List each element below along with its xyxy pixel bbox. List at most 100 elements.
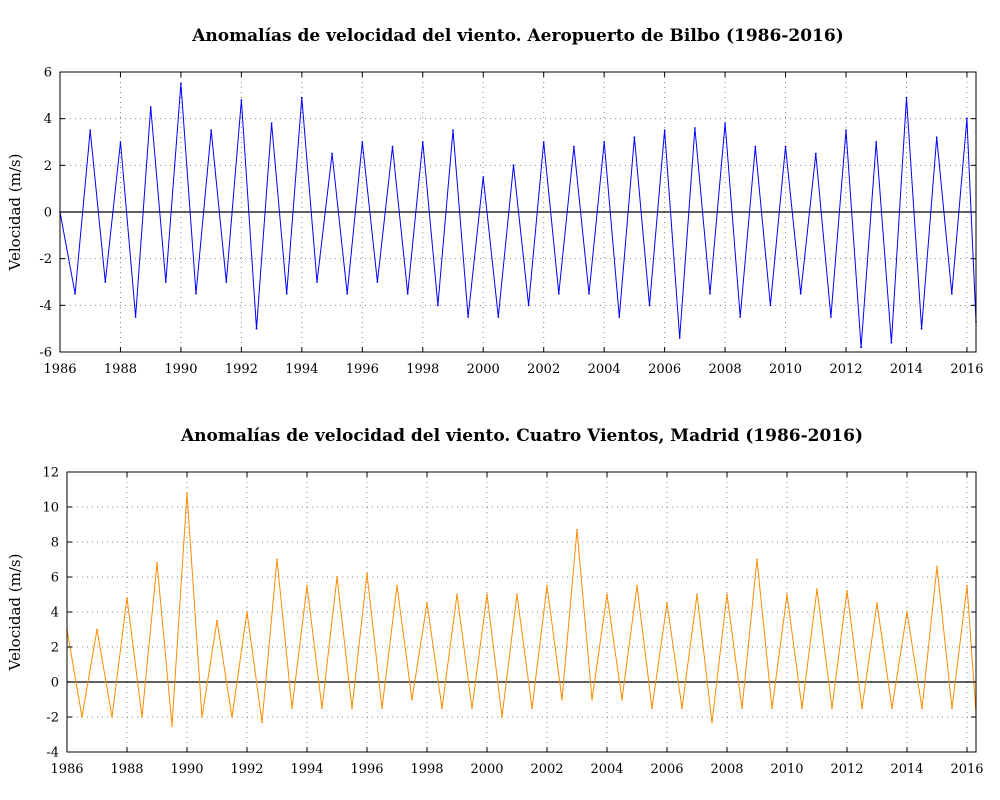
x-tick-label: 2000 [470,762,503,777]
x-tick-label: 2008 [709,362,742,377]
x-tick-label: 2004 [590,762,623,777]
y-tick-label: 2 [51,641,59,656]
series-line-1-0 [66,492,977,727]
data-point [711,721,713,724]
x-tick-label: 1990 [164,362,197,377]
x-tick-label: 2016 [950,362,983,377]
x-tick-label: 2000 [467,362,500,377]
data-point [421,141,424,143]
data-point [186,492,188,494]
data-point [678,337,681,339]
data-point [636,584,638,587]
data-point [905,96,908,99]
data-point [149,106,152,108]
data-point [769,304,772,307]
data-point [542,141,545,143]
y-tick-label: -2 [39,252,52,267]
data-point [906,611,908,613]
data-point [771,707,773,710]
data-point [285,292,288,295]
x-tick-label: 1986 [50,762,83,777]
y-tick-label: 10 [42,501,59,516]
y-axis-label-bilbo: Velocidad (m/s) [6,154,24,272]
data-point [456,593,458,596]
x-tick-label: 1994 [285,362,318,377]
data-point [663,129,666,132]
data-point [756,558,758,561]
data-point [557,292,560,295]
data-point [231,716,233,718]
y-tick-label: 4 [44,112,52,127]
x-tick-label: 2010 [769,362,802,377]
data-point [336,576,338,578]
data-point [784,145,787,148]
data-point [195,292,197,295]
data-point [164,281,167,283]
x-tick-label: 1996 [350,762,383,777]
data-point [681,707,683,710]
data-point [724,122,726,125]
data-point [966,584,968,587]
x-tick-label: 2012 [829,362,862,377]
x-tick-label: 1994 [290,762,323,777]
data-point [950,292,953,295]
data-point [696,593,698,596]
data-point [546,584,548,587]
data-point [561,698,563,701]
data-point [814,152,817,155]
data-point [436,304,439,307]
data-point [346,292,349,295]
data-point [829,316,832,318]
data-point [467,316,470,318]
data-point [291,707,293,710]
data-point [921,707,923,710]
data-point [920,327,923,330]
data-point [74,292,77,295]
data-point [693,127,696,129]
x-tick-label: 1992 [230,762,263,777]
x-tick-label: 2006 [650,762,683,777]
data-point [81,716,83,718]
data-point [861,707,863,710]
data-point [180,82,182,85]
x-tick-label: 1990 [170,762,203,777]
x-tick-label: 2016 [950,762,983,777]
data-point [845,129,847,132]
data-point [621,698,623,701]
chart-title-madrid: Anomalías de velocidad del viento. Cuatr… [180,426,863,446]
y-tick-label: 12 [42,466,59,481]
data-point [426,602,428,605]
data-point [240,99,243,101]
y-tick-label: 4 [51,606,59,621]
data-point [516,593,518,596]
data-point [381,707,383,710]
data-point [316,281,318,283]
data-point [846,590,848,592]
x-tick-label: 1986 [43,362,76,377]
data-point [276,558,278,561]
y-tick-label: -4 [39,299,52,314]
data-point [225,281,228,283]
data-point [831,707,833,710]
data-point [936,565,938,568]
x-tick-label: 1998 [406,362,439,377]
data-point [321,707,323,710]
data-point [739,316,742,318]
data-point [801,707,803,710]
data-point [486,593,488,596]
data-point [201,716,203,718]
data-point [89,129,92,132]
data-point [270,122,273,125]
data-point [512,164,515,167]
x-tick-label: 2012 [830,762,863,777]
x-tick-label: 2004 [588,362,621,377]
y-tick-label: 2 [44,159,52,174]
x-tick-label: 2014 [890,362,923,377]
plot-area-1: 1986 1988 1990 1992 1994 1996 1998 2000 2002 2004… [42,466,983,778]
data-point [306,584,308,587]
data-point [366,572,368,575]
y-tick-label: 0 [51,676,59,691]
data-point [351,707,353,710]
